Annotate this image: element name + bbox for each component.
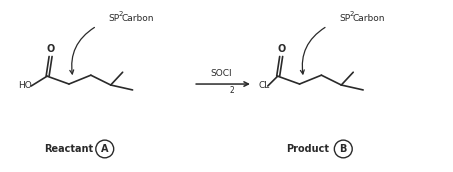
Text: Carbon: Carbon — [122, 14, 154, 23]
Text: O: O — [47, 44, 55, 53]
Text: Carbon: Carbon — [352, 14, 385, 23]
Text: 2: 2 — [230, 86, 234, 95]
Text: B: B — [340, 144, 347, 154]
Text: Product: Product — [286, 144, 329, 154]
Text: SOCl: SOCl — [210, 69, 232, 78]
Text: CL: CL — [259, 82, 270, 90]
Text: 2: 2 — [349, 11, 354, 17]
Text: Reactant: Reactant — [44, 144, 93, 154]
Text: SP: SP — [339, 14, 351, 23]
Text: 2: 2 — [119, 11, 123, 17]
Text: HO: HO — [18, 82, 32, 90]
Text: A: A — [101, 144, 109, 154]
Text: SP: SP — [109, 14, 120, 23]
Text: O: O — [278, 44, 286, 53]
